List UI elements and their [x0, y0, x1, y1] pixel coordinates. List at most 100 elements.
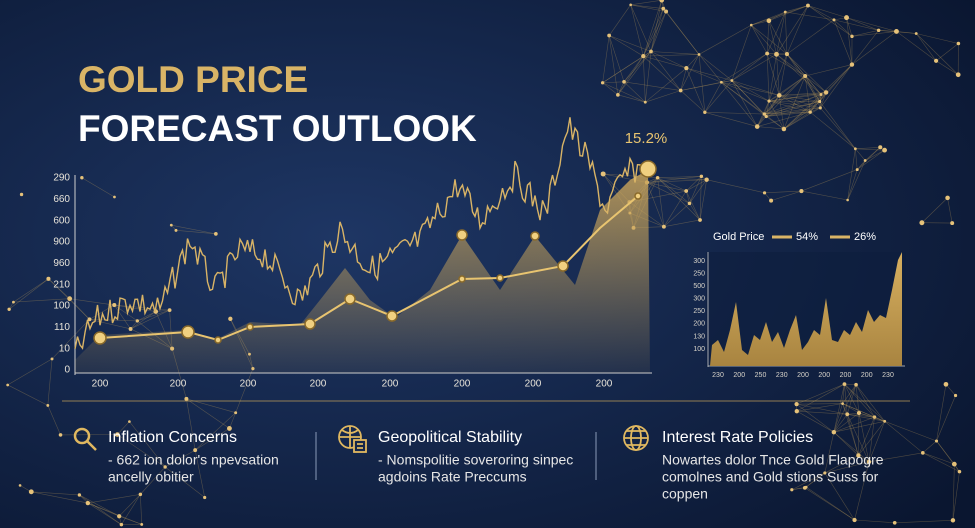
network-link — [765, 75, 806, 117]
network-link — [186, 398, 230, 429]
network-node — [794, 402, 799, 407]
network-link — [807, 5, 853, 37]
network-node — [46, 276, 51, 281]
network-link — [686, 179, 707, 192]
network-node — [214, 232, 218, 236]
network-link — [630, 4, 664, 9]
network-node — [227, 425, 232, 431]
network-link — [833, 412, 860, 433]
network-link — [764, 190, 802, 194]
network-link — [768, 94, 822, 102]
network-node — [704, 177, 709, 182]
network-node — [953, 393, 958, 398]
network-node — [6, 383, 10, 387]
network-link — [657, 177, 701, 221]
network-node — [754, 124, 760, 129]
network-link — [854, 461, 870, 521]
network-link — [689, 176, 702, 204]
network-node — [203, 495, 207, 500]
network-link — [796, 410, 834, 433]
network-node — [46, 403, 50, 407]
network-link — [87, 502, 120, 517]
inset-x-tick-label: 250 — [755, 372, 767, 379]
network-link — [663, 8, 700, 55]
network-link — [114, 304, 156, 312]
network-node — [850, 34, 854, 39]
network-link — [665, 11, 700, 55]
network-link — [617, 51, 652, 96]
network-link — [650, 0, 663, 52]
inset-y-tick-label: 100 — [693, 346, 705, 353]
network-link — [833, 384, 845, 433]
network-link — [623, 51, 652, 83]
network-link — [783, 94, 822, 130]
inset-x-tick-label: 230 — [776, 372, 788, 379]
network-link — [646, 182, 665, 227]
y-tick-label: 100 — [53, 301, 70, 312]
network-link — [608, 35, 625, 82]
network-link — [766, 94, 822, 117]
network-node — [950, 518, 956, 523]
network-link — [916, 33, 959, 44]
network-link — [810, 107, 821, 113]
network-link — [855, 148, 858, 170]
network-link — [776, 54, 780, 96]
network-node — [831, 429, 837, 435]
network-link — [13, 278, 49, 303]
network-link — [121, 494, 141, 525]
network-link — [47, 358, 53, 406]
network-link — [764, 100, 770, 115]
network-link — [646, 176, 702, 183]
network-link — [858, 412, 875, 418]
network-link — [783, 111, 811, 130]
network-link — [766, 53, 780, 96]
network-link — [884, 421, 924, 454]
network-link — [617, 81, 625, 95]
network-link — [650, 11, 667, 52]
globe-doc-icon — [338, 425, 367, 453]
network-link — [847, 414, 870, 463]
network-link — [680, 54, 700, 91]
network-link — [623, 55, 644, 82]
network-link — [114, 304, 131, 330]
network-link — [194, 412, 236, 451]
network-node — [730, 79, 734, 82]
network-link — [602, 81, 625, 84]
network-link — [764, 75, 806, 115]
network-link — [791, 472, 825, 491]
network-node — [67, 296, 73, 302]
network-link — [851, 31, 897, 37]
network-link — [7, 358, 53, 386]
network-link — [855, 148, 885, 151]
network-link — [796, 403, 843, 412]
network-node — [894, 28, 899, 34]
network-link — [644, 51, 652, 103]
network-link — [824, 461, 870, 474]
network-node — [766, 18, 772, 24]
network-node — [112, 302, 117, 308]
card-body: comolnes and Gold stions Suss for — [662, 469, 879, 485]
network-link — [807, 5, 835, 21]
network-link — [824, 432, 835, 474]
network-link — [922, 440, 937, 454]
x-tick-label: 200 — [596, 379, 613, 390]
network-link — [680, 90, 706, 113]
network-node — [193, 448, 198, 453]
network-node — [616, 92, 620, 97]
network-link — [854, 519, 895, 524]
network-link — [776, 54, 806, 77]
network-link — [650, 8, 664, 52]
network-link — [171, 224, 216, 235]
card-title: Interest Rate Policies — [662, 429, 813, 446]
network-link — [847, 414, 885, 422]
network-node — [832, 18, 836, 22]
network-node — [167, 308, 172, 313]
network-node — [764, 114, 768, 119]
network-link — [602, 82, 646, 103]
network-link — [751, 24, 788, 55]
x-tick-label: 200 — [240, 379, 257, 390]
network-link — [766, 11, 786, 54]
network-link — [921, 197, 948, 223]
network-link — [69, 298, 90, 320]
network-link — [721, 82, 758, 127]
